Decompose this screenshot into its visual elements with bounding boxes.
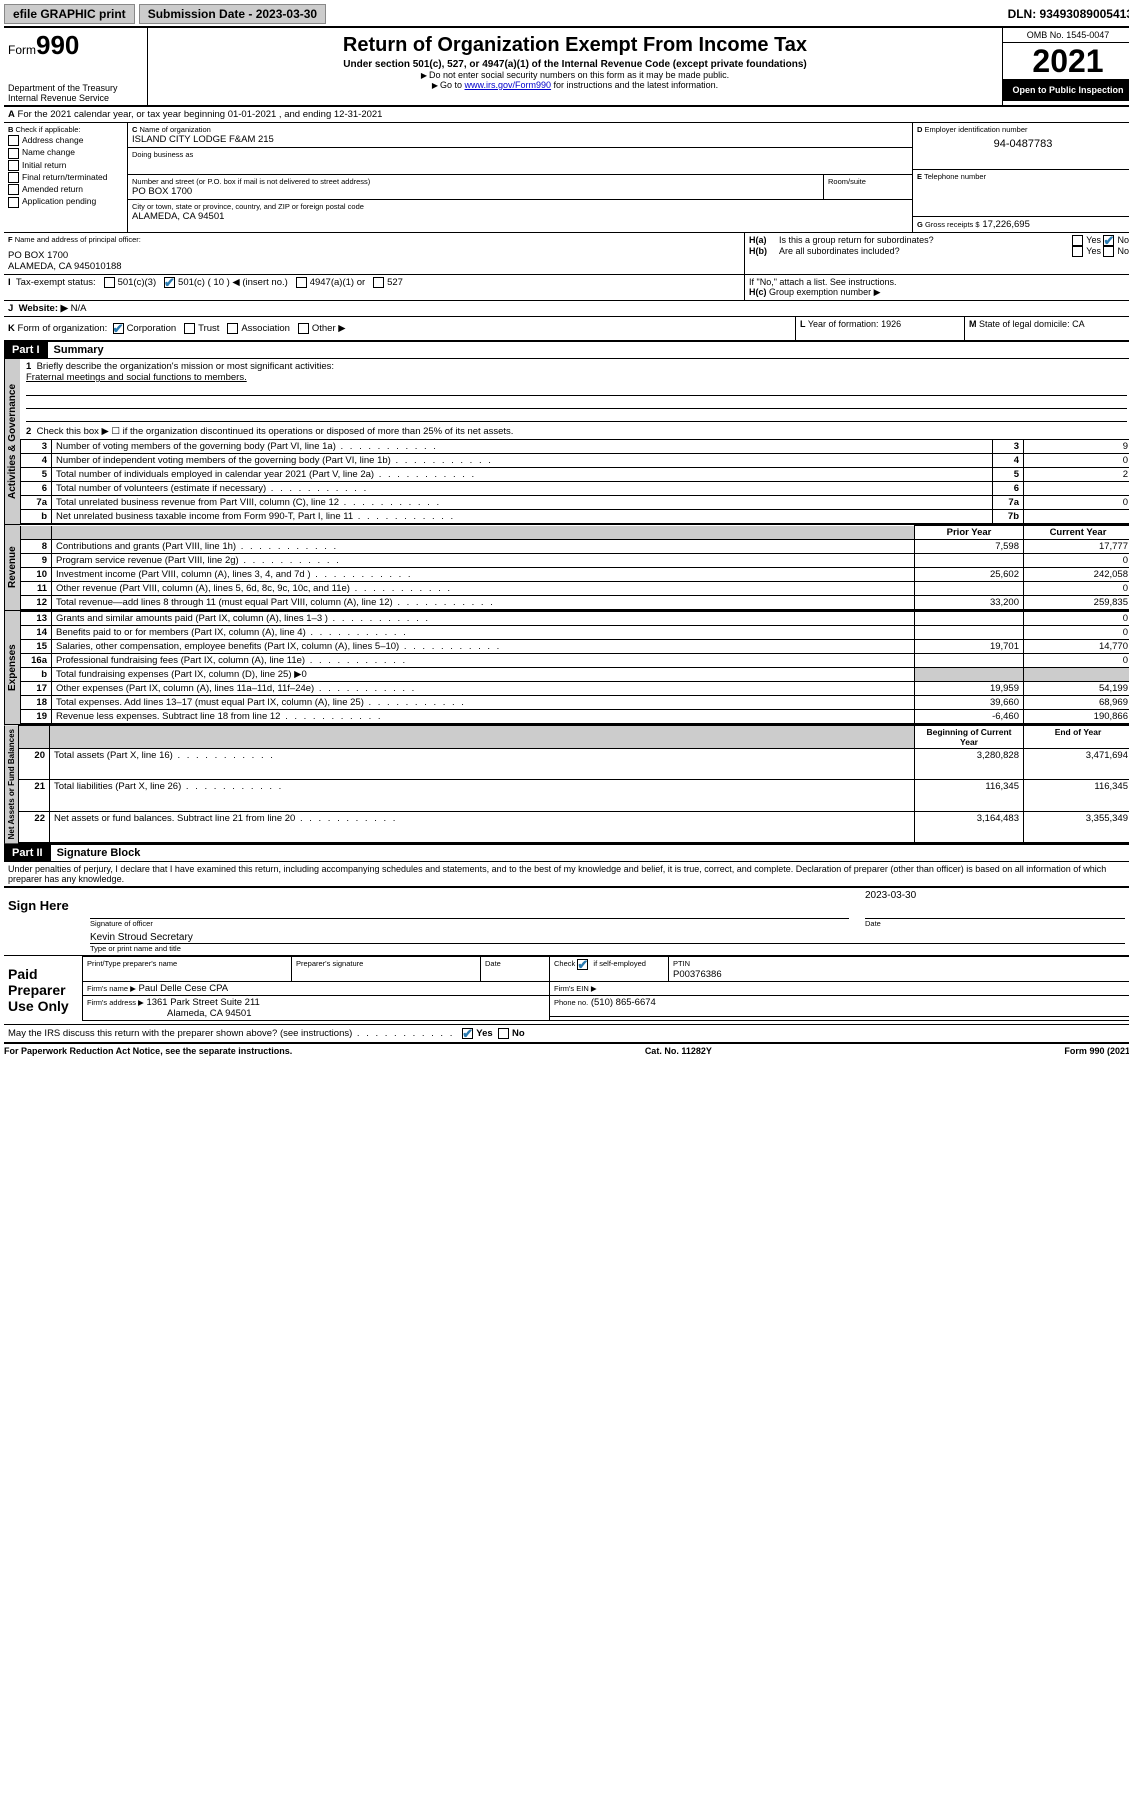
form-note2: Go to www.irs.gov/Form990 for instructio… bbox=[152, 80, 998, 90]
sign-here-label: Sign Here bbox=[4, 888, 82, 955]
check-applicable-list: Address change Name change Initial retur… bbox=[8, 135, 123, 208]
sign-date: 2023-03-30 bbox=[865, 890, 1125, 902]
period-line: A For the 2021 calendar year, or tax yea… bbox=[4, 107, 1129, 123]
other-checkbox[interactable] bbox=[298, 323, 309, 334]
501c-checkbox[interactable] bbox=[164, 277, 175, 288]
form-subtitle: Under section 501(c), 527, or 4947(a)(1)… bbox=[152, 59, 998, 70]
org-address: PO BOX 1700 bbox=[132, 186, 819, 197]
ha-yes-checkbox[interactable] bbox=[1072, 235, 1083, 246]
firm-addr1: 1361 Park Street Suite 211 bbox=[146, 997, 259, 1008]
tab-revenue: Revenue bbox=[4, 525, 20, 610]
irs-link[interactable]: www.irs.gov/Form990 bbox=[465, 80, 552, 90]
amended-return-checkbox[interactable] bbox=[8, 184, 19, 195]
org-name: ISLAND CITY LODGE F&AM 215 bbox=[132, 134, 908, 145]
tab-governance: Activities & Governance bbox=[4, 359, 20, 524]
application-pending-checkbox[interactable] bbox=[8, 197, 19, 208]
expenses-table: 13Grants and similar amounts paid (Part … bbox=[20, 611, 1129, 724]
tab-netassets: Net Assets or Fund Balances bbox=[4, 725, 18, 843]
declaration-text: Under penalties of perjury, I declare th… bbox=[4, 862, 1129, 886]
trust-checkbox[interactable] bbox=[184, 323, 195, 334]
governance-table: 3Number of voting members of the governi… bbox=[20, 439, 1129, 524]
mission-text: Fraternal meetings and social functions … bbox=[26, 372, 247, 383]
dln-label: DLN: 93493089005413 bbox=[1008, 7, 1129, 21]
state-domicile: CA bbox=[1072, 319, 1085, 329]
page-footer: For Paperwork Reduction Act Notice, see … bbox=[4, 1043, 1129, 1056]
top-bar: efile GRAPHIC print Submission Date - 20… bbox=[4, 4, 1129, 28]
gross-receipts: 17,226,695 bbox=[982, 219, 1030, 230]
initial-return-checkbox[interactable] bbox=[8, 160, 19, 171]
form-note1: Do not enter social security numbers on … bbox=[152, 70, 998, 80]
preparer-table: Print/Type preparer's name Preparer's si… bbox=[82, 956, 1129, 1021]
officer-name: Kevin Stroud Secretary bbox=[90, 932, 193, 943]
firm-addr2: Alameda, CA 94501 bbox=[167, 1008, 252, 1019]
self-employed-checkbox[interactable] bbox=[577, 959, 588, 970]
name-change-checkbox[interactable] bbox=[8, 148, 19, 159]
tab-expenses: Expenses bbox=[4, 611, 20, 724]
corp-checkbox[interactable] bbox=[113, 323, 124, 334]
part1-header: Part ISummary bbox=[4, 341, 1129, 359]
year-formation: 1926 bbox=[881, 319, 901, 329]
assoc-checkbox[interactable] bbox=[227, 323, 238, 334]
501c3-checkbox[interactable] bbox=[104, 277, 115, 288]
ptin-value: P00376386 bbox=[673, 969, 722, 980]
omb-number: OMB No. 1545-0047 bbox=[1003, 28, 1129, 43]
discuss-yes-checkbox[interactable] bbox=[462, 1028, 473, 1039]
dept-label: Department of the Treasury Internal Reve… bbox=[8, 83, 143, 103]
form-number: Form990 bbox=[8, 30, 143, 61]
netassets-table: Beginning of Current Year End of Year 20… bbox=[18, 725, 1129, 843]
ein-value: 94-0487783 bbox=[917, 138, 1129, 150]
hb-yes-checkbox[interactable] bbox=[1072, 246, 1083, 257]
form-title: Return of Organization Exempt From Incom… bbox=[152, 34, 998, 57]
identity-block: B Check if applicable: Address change Na… bbox=[4, 123, 1129, 233]
527-checkbox[interactable] bbox=[373, 277, 384, 288]
part2-header: Part IISignature Block bbox=[4, 844, 1129, 862]
address-change-checkbox[interactable] bbox=[8, 135, 19, 146]
officer-addr1: PO BOX 1700 bbox=[8, 250, 740, 261]
firm-name: Paul Delle Cese CPA bbox=[139, 983, 229, 994]
tax-year: 2021 bbox=[1003, 43, 1129, 79]
discuss-no-checkbox[interactable] bbox=[498, 1028, 509, 1039]
efile-button[interactable]: efile GRAPHIC print bbox=[4, 4, 135, 24]
final-return-checkbox[interactable] bbox=[8, 172, 19, 183]
inspection-label: Open to Public Inspection bbox=[1003, 79, 1129, 101]
form-header: Form990 Department of the Treasury Inter… bbox=[4, 28, 1129, 107]
firm-phone: (510) 865-6674 bbox=[591, 997, 656, 1008]
officer-addr2: ALAMEDA, CA 945010188 bbox=[8, 261, 740, 272]
paid-preparer-label: Paid Preparer Use Only bbox=[4, 956, 82, 1024]
revenue-table: Prior Year Current Year 8Contributions a… bbox=[20, 525, 1129, 610]
4947-checkbox[interactable] bbox=[296, 277, 307, 288]
hb-no-checkbox[interactable] bbox=[1103, 246, 1114, 257]
website-value: N/A bbox=[71, 303, 87, 314]
ha-no-checkbox[interactable] bbox=[1103, 235, 1114, 246]
org-city: ALAMEDA, CA 94501 bbox=[132, 211, 908, 222]
submission-date-button[interactable]: Submission Date - 2023-03-30 bbox=[139, 4, 326, 24]
discuss-line: May the IRS discuss this return with the… bbox=[4, 1025, 1129, 1043]
